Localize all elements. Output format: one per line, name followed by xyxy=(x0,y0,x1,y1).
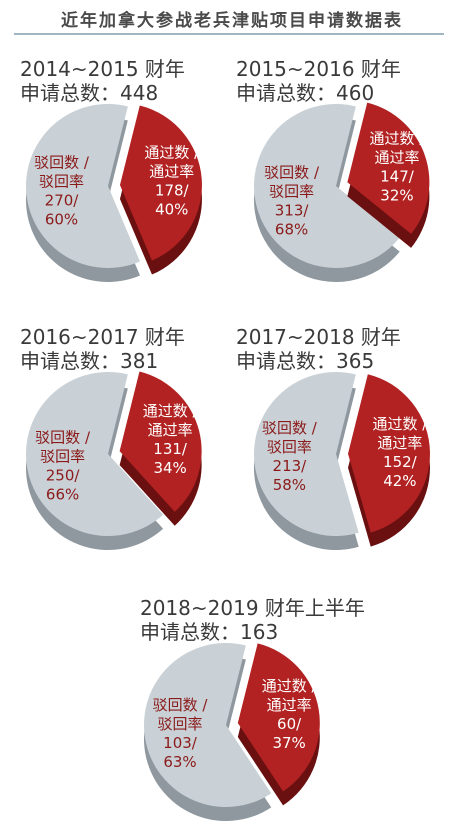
reject-label-line-1: 驳回数 / xyxy=(153,696,209,714)
pass-value-label: 131/ xyxy=(153,440,188,458)
reject-value-label: 270/ xyxy=(45,191,80,209)
chart-5-total: 申请总数：163 xyxy=(140,620,279,644)
pass-percent-label: 32% xyxy=(380,187,413,205)
pass-label-line-2: 通过率 xyxy=(377,434,422,452)
page-title: 近年加拿大参战老兵津贴项目申请数据表 xyxy=(61,11,403,31)
pass-label-line-1: 通过数 / xyxy=(143,402,199,420)
pass-value-label: 152/ xyxy=(383,453,418,471)
pass-label-line-2: 通过率 xyxy=(148,421,193,439)
reject-label-line-1: 驳回数 / xyxy=(264,164,320,182)
chart-1-total: 申请总数：448 xyxy=(20,81,159,105)
reject-label-line-2: 驳回率 xyxy=(39,172,84,190)
chart-3-total: 申请总数：381 xyxy=(20,349,159,373)
reject-percent-label: 58% xyxy=(273,476,306,494)
reject-label-line-1: 驳回数 / xyxy=(262,419,318,437)
reject-label-line-1: 驳回数 / xyxy=(35,428,91,446)
reject-value-label: 250/ xyxy=(46,466,81,484)
reject-value-label: 313/ xyxy=(275,202,310,220)
pass-percent-label: 42% xyxy=(383,472,416,490)
chart-3-title: 2016~2017 财年 xyxy=(20,325,185,349)
reject-percent-label: 68% xyxy=(275,221,308,239)
reject-label-line-1: 驳回数 / xyxy=(34,153,90,171)
pass-label-line-2: 通过率 xyxy=(149,162,194,180)
reject-value-label: 103/ xyxy=(163,734,198,752)
pass-label-line-1: 通过数 / xyxy=(144,143,200,161)
pass-label-line-1: 通过数 / xyxy=(372,415,428,433)
title-divider xyxy=(14,33,444,35)
reject-label-line-2: 驳回率 xyxy=(267,438,312,456)
reject-percent-label: 60% xyxy=(45,210,78,228)
chart-4-total: 申请总数：365 xyxy=(236,349,375,373)
pass-percent-label: 34% xyxy=(153,459,186,477)
pass-label-line-2: 通过率 xyxy=(374,149,419,167)
chart-4-title: 2017~2018 财年 xyxy=(236,325,401,349)
reject-label-line-2: 驳回率 xyxy=(40,447,85,465)
chart-5-title: 2018~2019 财年上半年 xyxy=(140,596,365,620)
chart-2-total: 申请总数：460 xyxy=(236,81,375,105)
pass-label-line-1: 通过数 / xyxy=(262,677,318,695)
pass-value-label: 178/ xyxy=(155,181,190,199)
chart-2-title: 2015~2016 财年 xyxy=(236,57,401,81)
reject-percent-label: 66% xyxy=(46,485,79,503)
pass-value-label: 60/ xyxy=(277,715,302,733)
pass-label-line-2: 通过率 xyxy=(267,696,312,714)
pass-value-label: 147/ xyxy=(380,168,415,186)
reject-value-label: 213/ xyxy=(273,457,308,475)
reject-label-line-2: 驳回率 xyxy=(269,183,314,201)
pass-percent-label: 37% xyxy=(272,734,305,752)
pass-percent-label: 40% xyxy=(155,200,188,218)
reject-percent-label: 63% xyxy=(163,753,196,771)
reject-label-line-2: 驳回率 xyxy=(157,715,202,733)
chart-1-title: 2014~2015 财年 xyxy=(20,57,185,81)
pass-label-line-1: 通过数 / xyxy=(370,130,426,148)
